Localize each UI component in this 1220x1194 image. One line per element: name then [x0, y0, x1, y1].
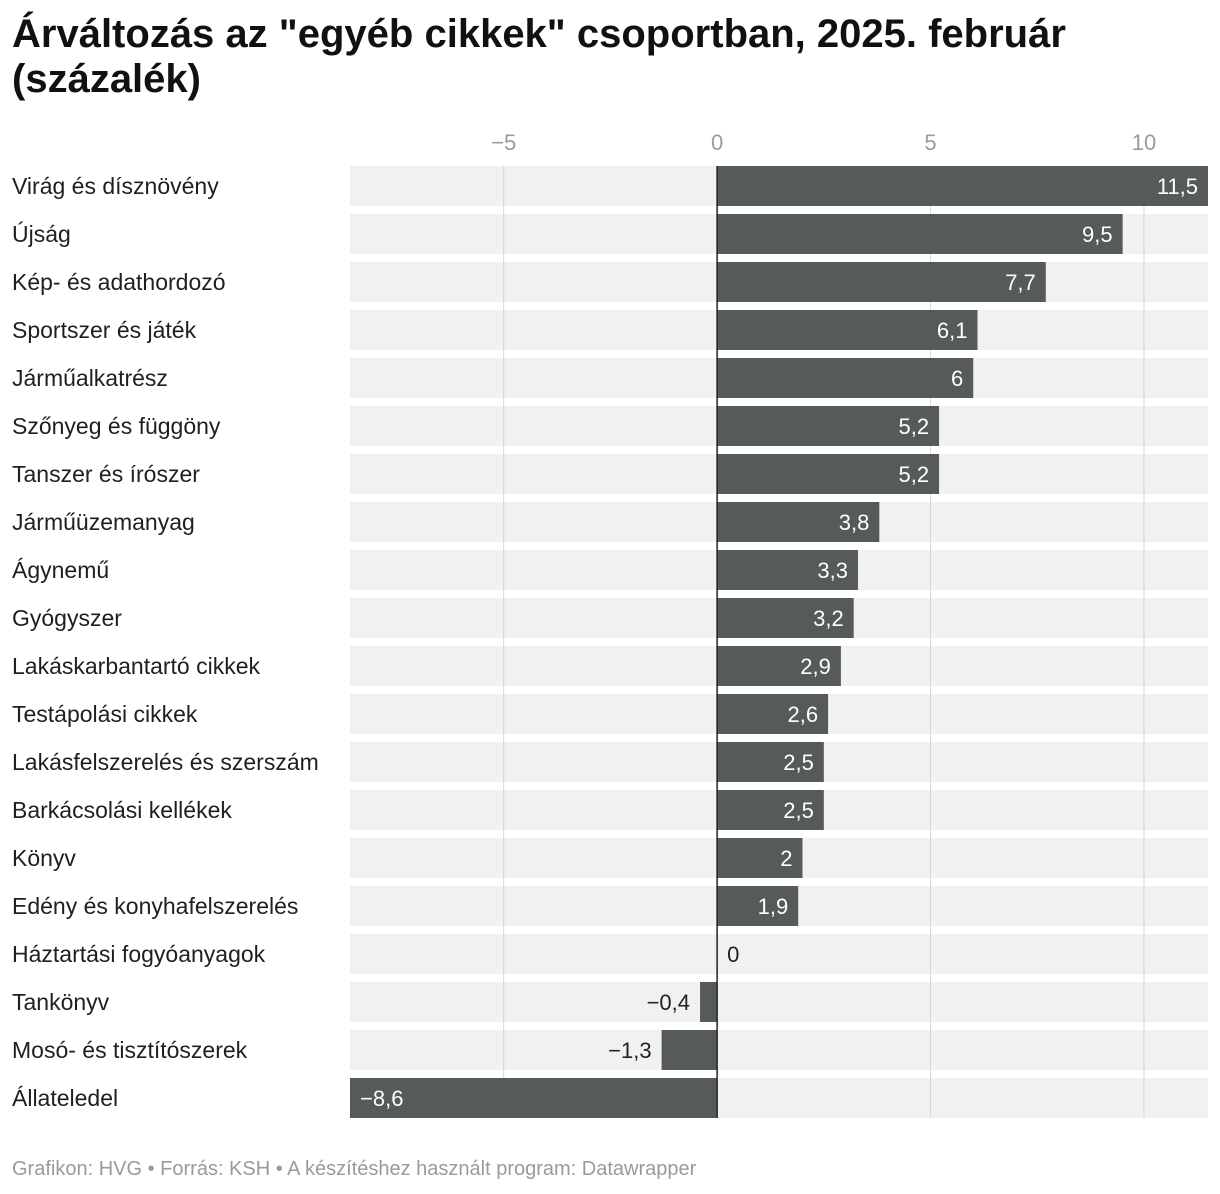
data-label: 9,5 — [1082, 222, 1113, 247]
bar — [717, 886, 799, 926]
data-label: 11,5 — [1157, 174, 1198, 199]
chart-title: Árváltozás az "egyéb cikkek" csoportban,… — [12, 12, 1066, 101]
data-label: 2 — [780, 846, 792, 871]
data-label: 2,5 — [783, 750, 814, 775]
bar — [717, 694, 829, 734]
data-label: 1,9 — [758, 894, 789, 919]
category-label: Virág és dísznövény — [12, 173, 219, 199]
category-label: Gyógyszer — [12, 605, 122, 631]
data-label: 2,6 — [787, 702, 818, 727]
bar-track — [350, 1030, 1208, 1070]
x-tick-label: −5 — [491, 130, 516, 155]
bar — [717, 406, 940, 446]
data-label: 5,2 — [898, 462, 929, 487]
category-label: Szőnyeg és függöny — [12, 413, 221, 439]
category-label: Járműalkatrész — [12, 365, 168, 391]
bar-track — [350, 934, 1208, 974]
bar — [717, 598, 854, 638]
category-label: Járműüzemanyag — [12, 509, 195, 535]
data-label: 0 — [727, 942, 739, 967]
data-label: 3,3 — [817, 558, 848, 583]
bar — [717, 214, 1123, 254]
data-label: 2,9 — [800, 654, 831, 679]
bar — [717, 742, 824, 782]
category-label: Lakásfelszerelés és szerszám — [12, 749, 319, 775]
bar — [661, 1030, 718, 1070]
chart-footer: Grafikon: HVG • Forrás: KSH • A készítés… — [12, 1158, 697, 1180]
bar — [717, 838, 803, 878]
category-label: Mosó- és tisztítószerek — [12, 1037, 248, 1063]
x-tick-label: 0 — [711, 130, 723, 155]
category-label: Edény és konyhafelszerelés — [12, 893, 298, 919]
x-tick-label: 10 — [1132, 130, 1156, 155]
bar — [717, 262, 1046, 302]
data-label: 3,2 — [813, 606, 844, 631]
data-label: 2,5 — [783, 798, 814, 823]
category-label: Kép- és adathordozó — [12, 269, 226, 295]
bar — [717, 358, 974, 398]
bar — [717, 502, 880, 542]
data-label: −0,4 — [647, 990, 690, 1015]
bar-chart: −5 0 5 10 Virág és dísznövény 11,5 Újság 9,5 Kép… — [12, 130, 1208, 1118]
category-label: Testápolási cikkek — [12, 701, 198, 727]
bar — [350, 1078, 718, 1118]
data-label: 6,1 — [937, 318, 968, 343]
data-label: −8,6 — [360, 1086, 403, 1111]
category-label: Tanszer és írószer — [12, 461, 200, 487]
category-label: Háztartási fogyóanyagok — [12, 941, 266, 967]
category-label: Lakáskarbantartó cikkek — [12, 653, 261, 679]
category-label: Barkácsolási kellékek — [12, 797, 232, 823]
category-label: Állateledel — [12, 1085, 118, 1111]
bar — [717, 166, 1208, 206]
bar — [717, 646, 841, 686]
bar — [717, 310, 978, 350]
category-label: Ágynemű — [12, 557, 109, 583]
bar — [717, 454, 940, 494]
category-label: Újság — [12, 221, 71, 247]
bar-track — [350, 982, 1208, 1022]
bar — [700, 982, 718, 1022]
data-label: 3,8 — [839, 510, 870, 535]
data-label: 6 — [951, 366, 963, 391]
bar — [717, 790, 824, 830]
bar — [717, 550, 858, 590]
data-label: 5,2 — [898, 414, 929, 439]
category-label: Tankönyv — [12, 989, 110, 1015]
data-label: −1,3 — [608, 1038, 651, 1063]
data-label: 7,7 — [1005, 270, 1036, 295]
category-label: Könyv — [12, 845, 76, 871]
x-tick-label: 5 — [924, 130, 936, 155]
category-label: Sportszer és játék — [12, 317, 197, 343]
